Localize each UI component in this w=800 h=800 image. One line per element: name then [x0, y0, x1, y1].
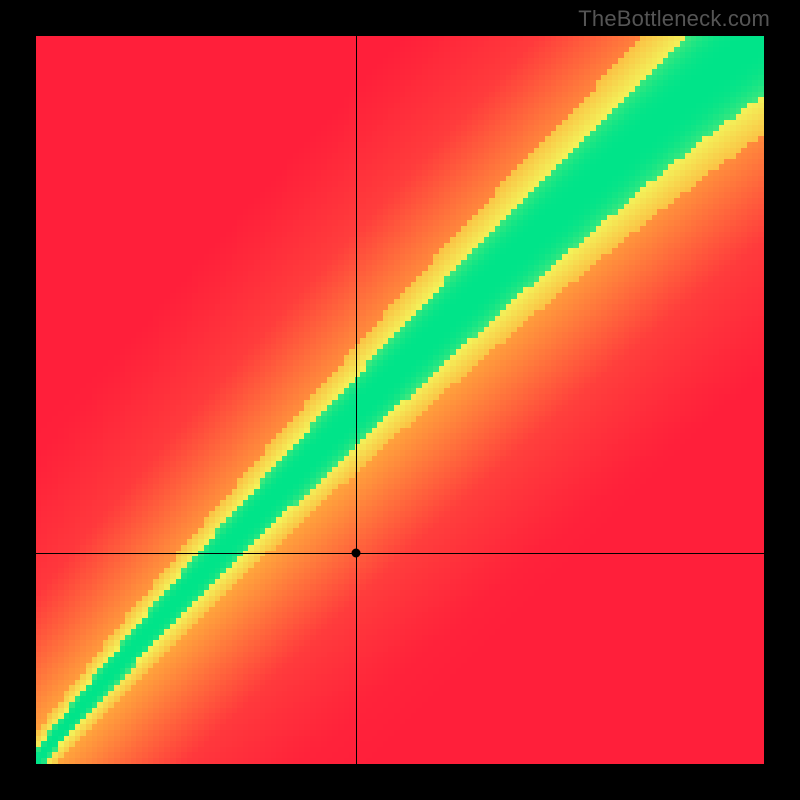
- watermark-text: TheBottleneck.com: [578, 6, 770, 32]
- chart-container: TheBottleneck.com: [0, 0, 800, 800]
- heatmap-plot: [36, 36, 764, 764]
- crosshair-horizontal: [36, 553, 764, 554]
- crosshair-vertical: [356, 36, 357, 764]
- heatmap-canvas: [36, 36, 764, 764]
- crosshair-marker: [352, 548, 361, 557]
